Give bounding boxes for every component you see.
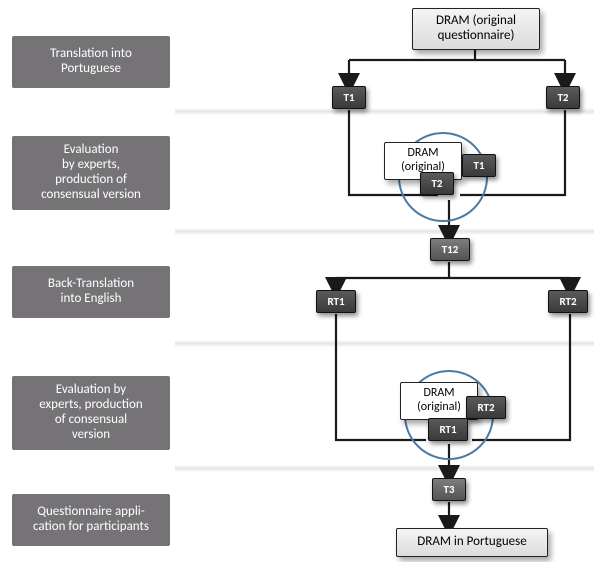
step-label-1: Translation intoPortuguese [12, 36, 170, 88]
step-label-4: Evaluation byexperts, productionof conse… [12, 376, 170, 450]
step-label-5: Questionnaire appli-cation for participa… [12, 494, 170, 546]
node-dram-original-top: DRAM (originalquestionnaire) [412, 8, 540, 50]
node-t3: T3 [432, 478, 466, 501]
node-t2b: T2 [420, 172, 454, 195]
node-t1: T1 [332, 86, 366, 109]
node-rt1: RT1 [316, 290, 356, 313]
node-rt2: RT2 [548, 290, 588, 313]
section-divider [175, 228, 594, 235]
section-divider [175, 465, 594, 472]
node-t2: T2 [546, 86, 580, 109]
node-rt1b: RT1 [428, 418, 468, 441]
node-t12: T12 [430, 238, 470, 261]
step-label-3: Back-Translationinto English [12, 266, 170, 318]
node-rt2b: RT2 [466, 396, 506, 419]
node-t1b: T1 [462, 154, 496, 177]
node-dram-portuguese: DRAM in Portuguese [396, 528, 548, 557]
step-label-2: Evaluationby experts,production ofconsen… [12, 136, 170, 210]
section-divider [175, 340, 594, 347]
section-divider [175, 108, 594, 115]
